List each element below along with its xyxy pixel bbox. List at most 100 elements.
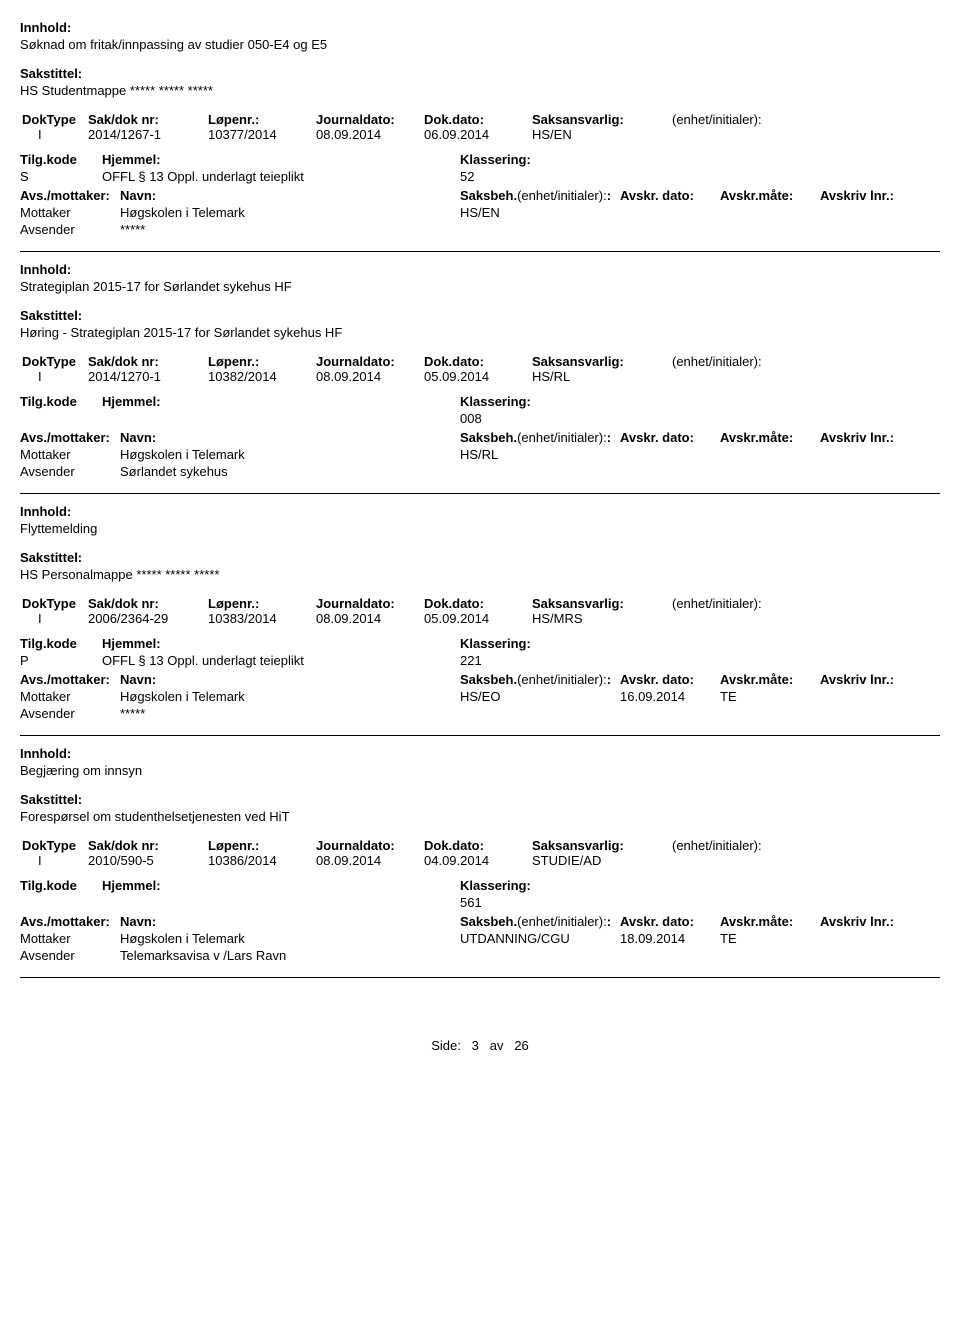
party-role: Avsender [20, 464, 120, 479]
party-avskrlnr [820, 222, 920, 237]
innhold-label: Innhold: [20, 746, 940, 761]
hdr-saksbeh: Saksbeh.(enhet/initialer):: [460, 188, 620, 203]
hdr-saksbeh: Saksbeh.(enhet/initialer):: [460, 672, 620, 687]
party-navn: Høgskolen i Telemark [120, 205, 460, 220]
hdr-avskrdato: Avskr. dato: [620, 914, 720, 929]
innhold-label: Innhold: [20, 262, 940, 277]
parties-block: Avs./mottaker: Navn: Saksbeh.(enhet/init… [20, 430, 940, 479]
party-avskrmate: TE [720, 931, 820, 946]
party-navn: Høgskolen i Telemark [120, 447, 460, 462]
meta-value-row: I 2014/1267-1 10377/2014 08.09.2014 06.0… [20, 127, 940, 142]
innhold-text: Flyttemelding [20, 521, 940, 536]
val-journaldato: 08.09.2014 [316, 369, 424, 384]
hdr-avsmottaker: Avs./mottaker: [20, 430, 120, 445]
tilg-header-row: Tilg.kode Hjemmel: Klassering: [20, 152, 940, 167]
hdr-dokdato: Dok.dato: [424, 596, 532, 611]
hdr-saknr: Sak/dok nr: [88, 596, 208, 611]
party-saksbeh: HS/RL [460, 447, 620, 462]
hdr-avskrdato: Avskr. dato: [620, 430, 720, 445]
meta-header-row: DokType Sak/dok nr: Løpenr.: Journaldato… [20, 596, 940, 611]
hdr-avskrivlnr: Avskriv lnr.: [820, 914, 920, 929]
party-avskrmate [720, 205, 820, 220]
innhold-label: Innhold: [20, 504, 940, 519]
party-avskrdato [620, 447, 720, 462]
hdr-navn: Navn: [120, 188, 460, 203]
val-enhetinit [672, 853, 940, 868]
val-lopenr: 10377/2014 [208, 127, 316, 142]
hdr-dokdato: Dok.dato: [424, 354, 532, 369]
party-avskrdato [620, 706, 720, 721]
party-avskrlnr [820, 447, 920, 462]
footer-page: 3 [472, 1038, 479, 1053]
party-role: Mottaker [20, 447, 120, 462]
sakstittel-text: HS Studentmappe ***** ***** ***** [20, 83, 940, 98]
hdr-saknr: Sak/dok nr: [88, 112, 208, 127]
journal-record: Innhold: Strategiplan 2015-17 for Sørlan… [20, 252, 940, 493]
party-avskrmate [720, 447, 820, 462]
val-dokdato: 06.09.2014 [424, 127, 532, 142]
hdr-hjemmel: Hjemmel: [102, 878, 161, 893]
hdr-enhetinit: (enhet/initialer): [672, 354, 940, 369]
hdr-doktype: DokType [20, 354, 88, 369]
hdr-avskrdato: Avskr. dato: [620, 188, 720, 203]
party-role: Mottaker [20, 689, 120, 704]
hdr-journaldato: Journaldato: [316, 112, 424, 127]
tilg-header-row: Tilg.kode Hjemmel: Klassering: [20, 394, 940, 409]
party-row: Mottaker Høgskolen i Telemark HS/EN [20, 205, 940, 220]
hdr-tilgkode: Tilg.kode [20, 636, 102, 651]
party-avskrlnr [820, 948, 920, 963]
hdr-lopenr: Løpenr.: [208, 354, 316, 369]
meta-header-row: DokType Sak/dok nr: Løpenr.: Journaldato… [20, 838, 940, 853]
val-doktype: I [20, 611, 88, 626]
val-tilgkode: S [20, 169, 102, 184]
val-saknr: 2014/1267-1 [88, 127, 208, 142]
party-saksbeh: UTDANNING/CGU [460, 931, 620, 946]
val-tilgkode [20, 411, 102, 426]
innhold-text: Strategiplan 2015-17 for Sørlandet sykeh… [20, 279, 940, 294]
party-avskrlnr [820, 464, 920, 479]
hdr-klassering: Klassering: [460, 636, 531, 651]
journal-record: Innhold: Flyttemelding Sakstittel: HS Pe… [20, 494, 940, 735]
party-avskrdato [620, 205, 720, 220]
sakstittel-text: Høring - Strategiplan 2015-17 for Sørlan… [20, 325, 940, 340]
party-row: Mottaker Høgskolen i Telemark UTDANNING/… [20, 931, 940, 946]
hdr-avsmottaker: Avs./mottaker: [20, 672, 120, 687]
party-saksbeh [460, 706, 620, 721]
hdr-avskrmate: Avskr.måte: [720, 430, 820, 445]
tilg-value-row: 561 [20, 895, 940, 910]
party-row: Avsender ***** [20, 706, 940, 721]
val-klassering: 561 [460, 895, 482, 910]
hdr-avsmottaker: Avs./mottaker: [20, 914, 120, 929]
tilg-value-row: P OFFL § 13 Oppl. underlagt teieplikt 22… [20, 653, 940, 668]
party-avskrdato: 18.09.2014 [620, 931, 720, 946]
hdr-avskrmate: Avskr.måte: [720, 914, 820, 929]
party-saksbeh [460, 464, 620, 479]
hdr-lopenr: Løpenr.: [208, 112, 316, 127]
hdr-tilgkode: Tilg.kode [20, 394, 102, 409]
party-row: Mottaker Høgskolen i Telemark HS/RL [20, 447, 940, 462]
parties-header: Avs./mottaker: Navn: Saksbeh.(enhet/init… [20, 430, 940, 445]
party-saksbeh: HS/EN [460, 205, 620, 220]
party-navn: Sørlandet sykehus [120, 464, 460, 479]
hdr-avskrivlnr: Avskriv lnr.: [820, 188, 920, 203]
party-avskrlnr [820, 931, 920, 946]
val-klassering: 008 [460, 411, 482, 426]
val-hjemmel: OFFL § 13 Oppl. underlagt teieplikt [102, 653, 304, 668]
party-role: Avsender [20, 948, 120, 963]
hdr-saknr: Sak/dok nr: [88, 354, 208, 369]
hdr-saksansvarlig: Saksansvarlig: [532, 596, 672, 611]
val-lopenr: 10383/2014 [208, 611, 316, 626]
party-role: Avsender [20, 706, 120, 721]
val-tilgkode [20, 895, 102, 910]
hdr-journaldato: Journaldato: [316, 838, 424, 853]
hdr-enhetinit: (enhet/initialer): [672, 838, 940, 853]
val-saksansvarlig: HS/MRS [532, 611, 672, 626]
hdr-enhetinit: (enhet/initialer): [672, 112, 940, 127]
val-saksansvarlig: HS/EN [532, 127, 672, 142]
val-enhetinit [672, 611, 940, 626]
hdr-saksansvarlig: Saksansvarlig: [532, 354, 672, 369]
journal-record: Innhold: Søknad om fritak/innpassing av … [20, 10, 940, 251]
innhold-text: Søknad om fritak/innpassing av studier 0… [20, 37, 940, 52]
party-saksbeh [460, 948, 620, 963]
parties-block: Avs./mottaker: Navn: Saksbeh.(enhet/init… [20, 914, 940, 963]
